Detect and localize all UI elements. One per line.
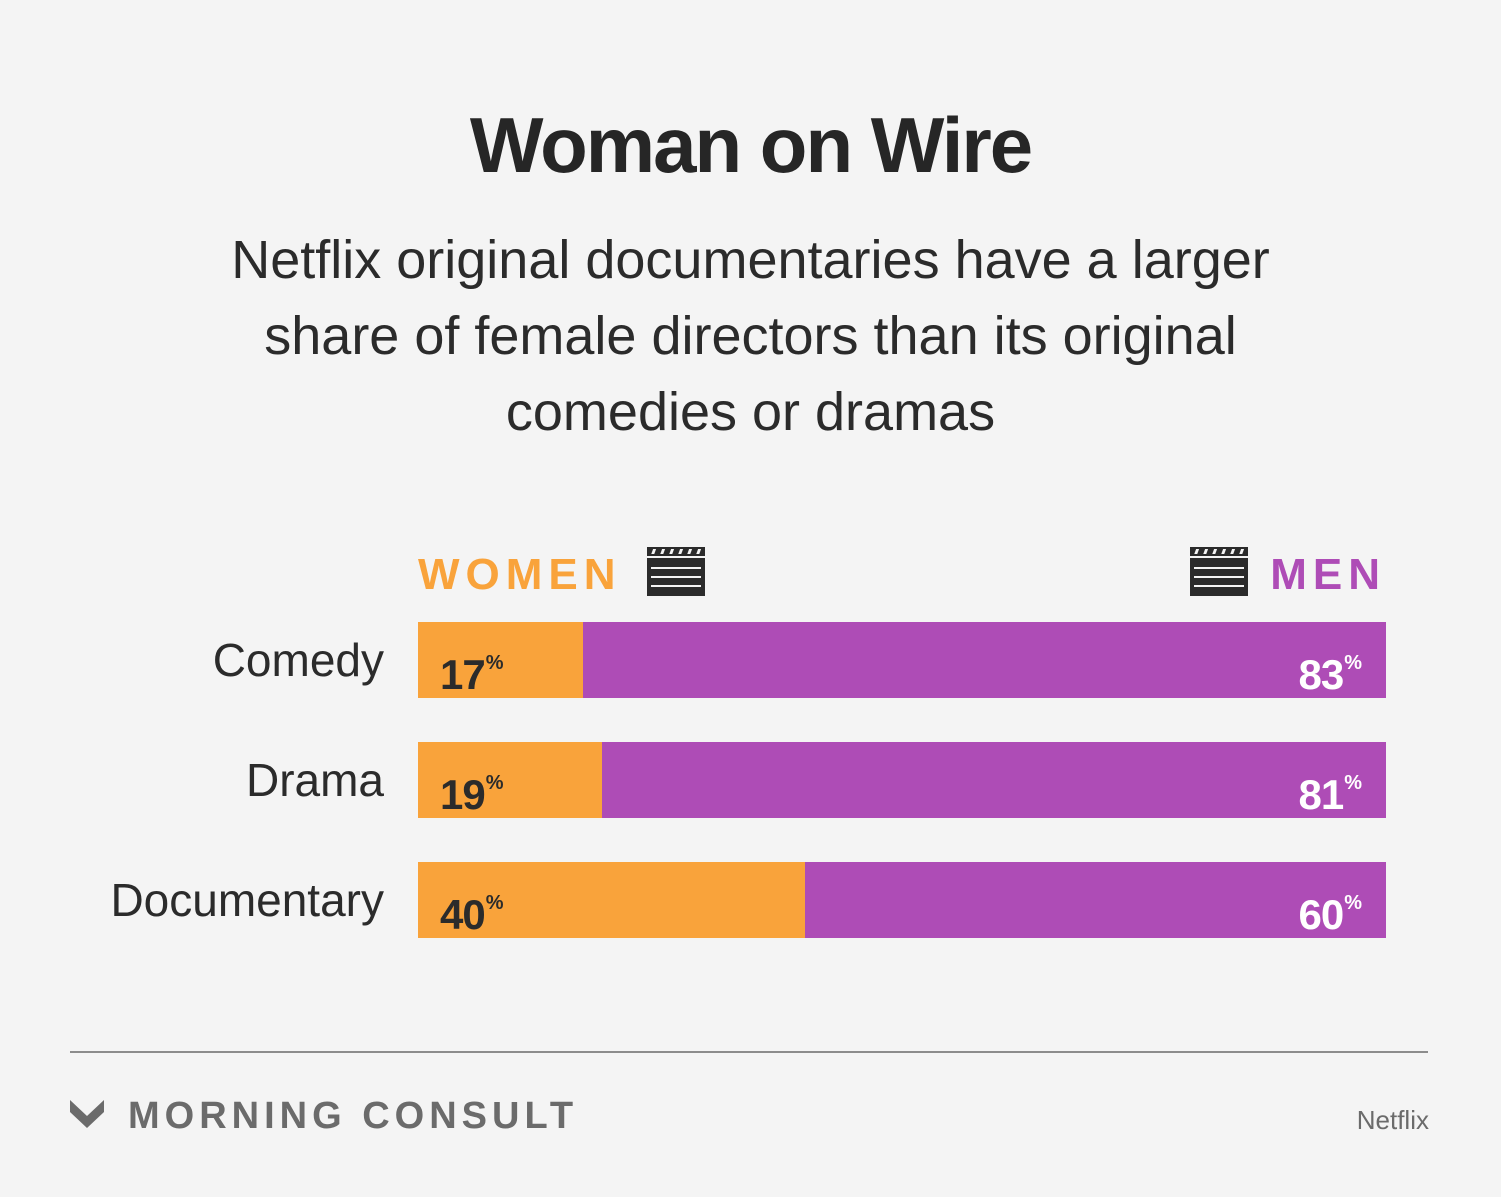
chart-title: Woman on Wire <box>469 101 1033 189</box>
morning-consult-logo <box>70 1100 104 1128</box>
bar-women <box>418 742 602 818</box>
bar-women <box>418 862 805 938</box>
brand-name: MORNING CONSULT <box>128 1095 579 1137</box>
value-label-women: 40% <box>440 891 504 938</box>
category-label: Documentary <box>110 874 384 926</box>
clapperboard-icon <box>647 547 705 596</box>
stacked-bar: 17% 83% <box>418 622 1386 698</box>
stacked-bar: 19% 81% <box>418 742 1386 818</box>
clapperboard-icon <box>1190 547 1248 596</box>
source-label: Netflix <box>1356 1105 1429 1135</box>
legend-women: WOMEN <box>418 550 622 599</box>
bar-men <box>805 862 1386 938</box>
value-label-women: 17% <box>440 651 504 698</box>
legend-men: MEN <box>1270 550 1386 599</box>
category-label: Comedy <box>212 634 384 686</box>
chart-subtitle: Netflix original documentaries have a la… <box>231 230 1270 442</box>
bar-women <box>418 622 583 698</box>
value-label-women: 19% <box>440 771 504 818</box>
footer-divider <box>70 1051 1428 1053</box>
category-label: Drama <box>245 754 384 806</box>
bar-men <box>602 742 1386 818</box>
value-label-men: 60% <box>1298 891 1362 938</box>
bar-men <box>583 622 1386 698</box>
stacked-bar: 40% 60% <box>418 862 1386 938</box>
value-label-men: 83% <box>1298 651 1362 698</box>
value-label-men: 81% <box>1298 771 1362 818</box>
